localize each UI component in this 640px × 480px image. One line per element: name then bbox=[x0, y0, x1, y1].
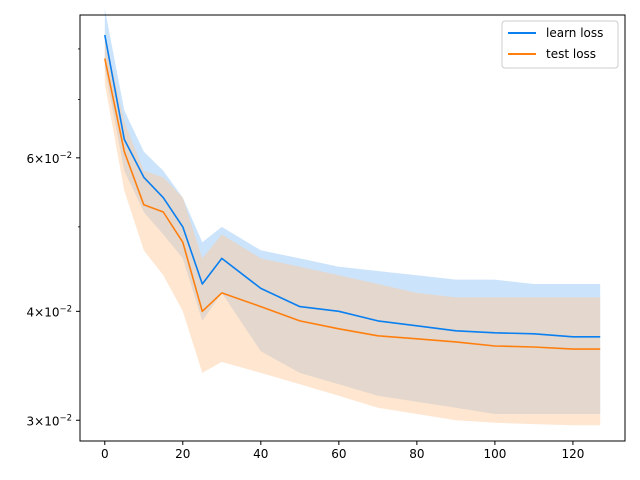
legend-label: learn loss bbox=[546, 26, 603, 40]
legend-label: test loss bbox=[546, 47, 596, 61]
x-tick-label: 20 bbox=[175, 447, 190, 461]
line-test-loss bbox=[104, 58, 601, 350]
y-tick-label: 4×10−2 bbox=[27, 304, 73, 319]
legend: learn loss test loss bbox=[501, 20, 619, 69]
confidence-bands bbox=[104, 8, 601, 426]
x-tick-label: 80 bbox=[409, 447, 424, 461]
y-tick-label: 3×10−2 bbox=[27, 413, 73, 428]
y-tick-label: 6×10−2 bbox=[27, 151, 73, 166]
plot-frame bbox=[79, 14, 626, 442]
x-tick-label: 40 bbox=[253, 447, 268, 461]
x-tick-label: 120 bbox=[561, 447, 584, 461]
line-learn-loss bbox=[104, 34, 601, 338]
series-lines bbox=[104, 34, 601, 350]
x-axis: 0 20 40 60 80 100 120 bbox=[101, 441, 584, 461]
band-test-loss bbox=[104, 35, 601, 426]
x-tick-label: 60 bbox=[331, 447, 346, 461]
x-tick-label: 100 bbox=[483, 447, 506, 461]
x-tick-label: 0 bbox=[101, 447, 109, 461]
y-axis: 3×10−2 4×10−2 6×10−2 bbox=[27, 48, 80, 428]
band-learn-loss bbox=[104, 8, 601, 414]
